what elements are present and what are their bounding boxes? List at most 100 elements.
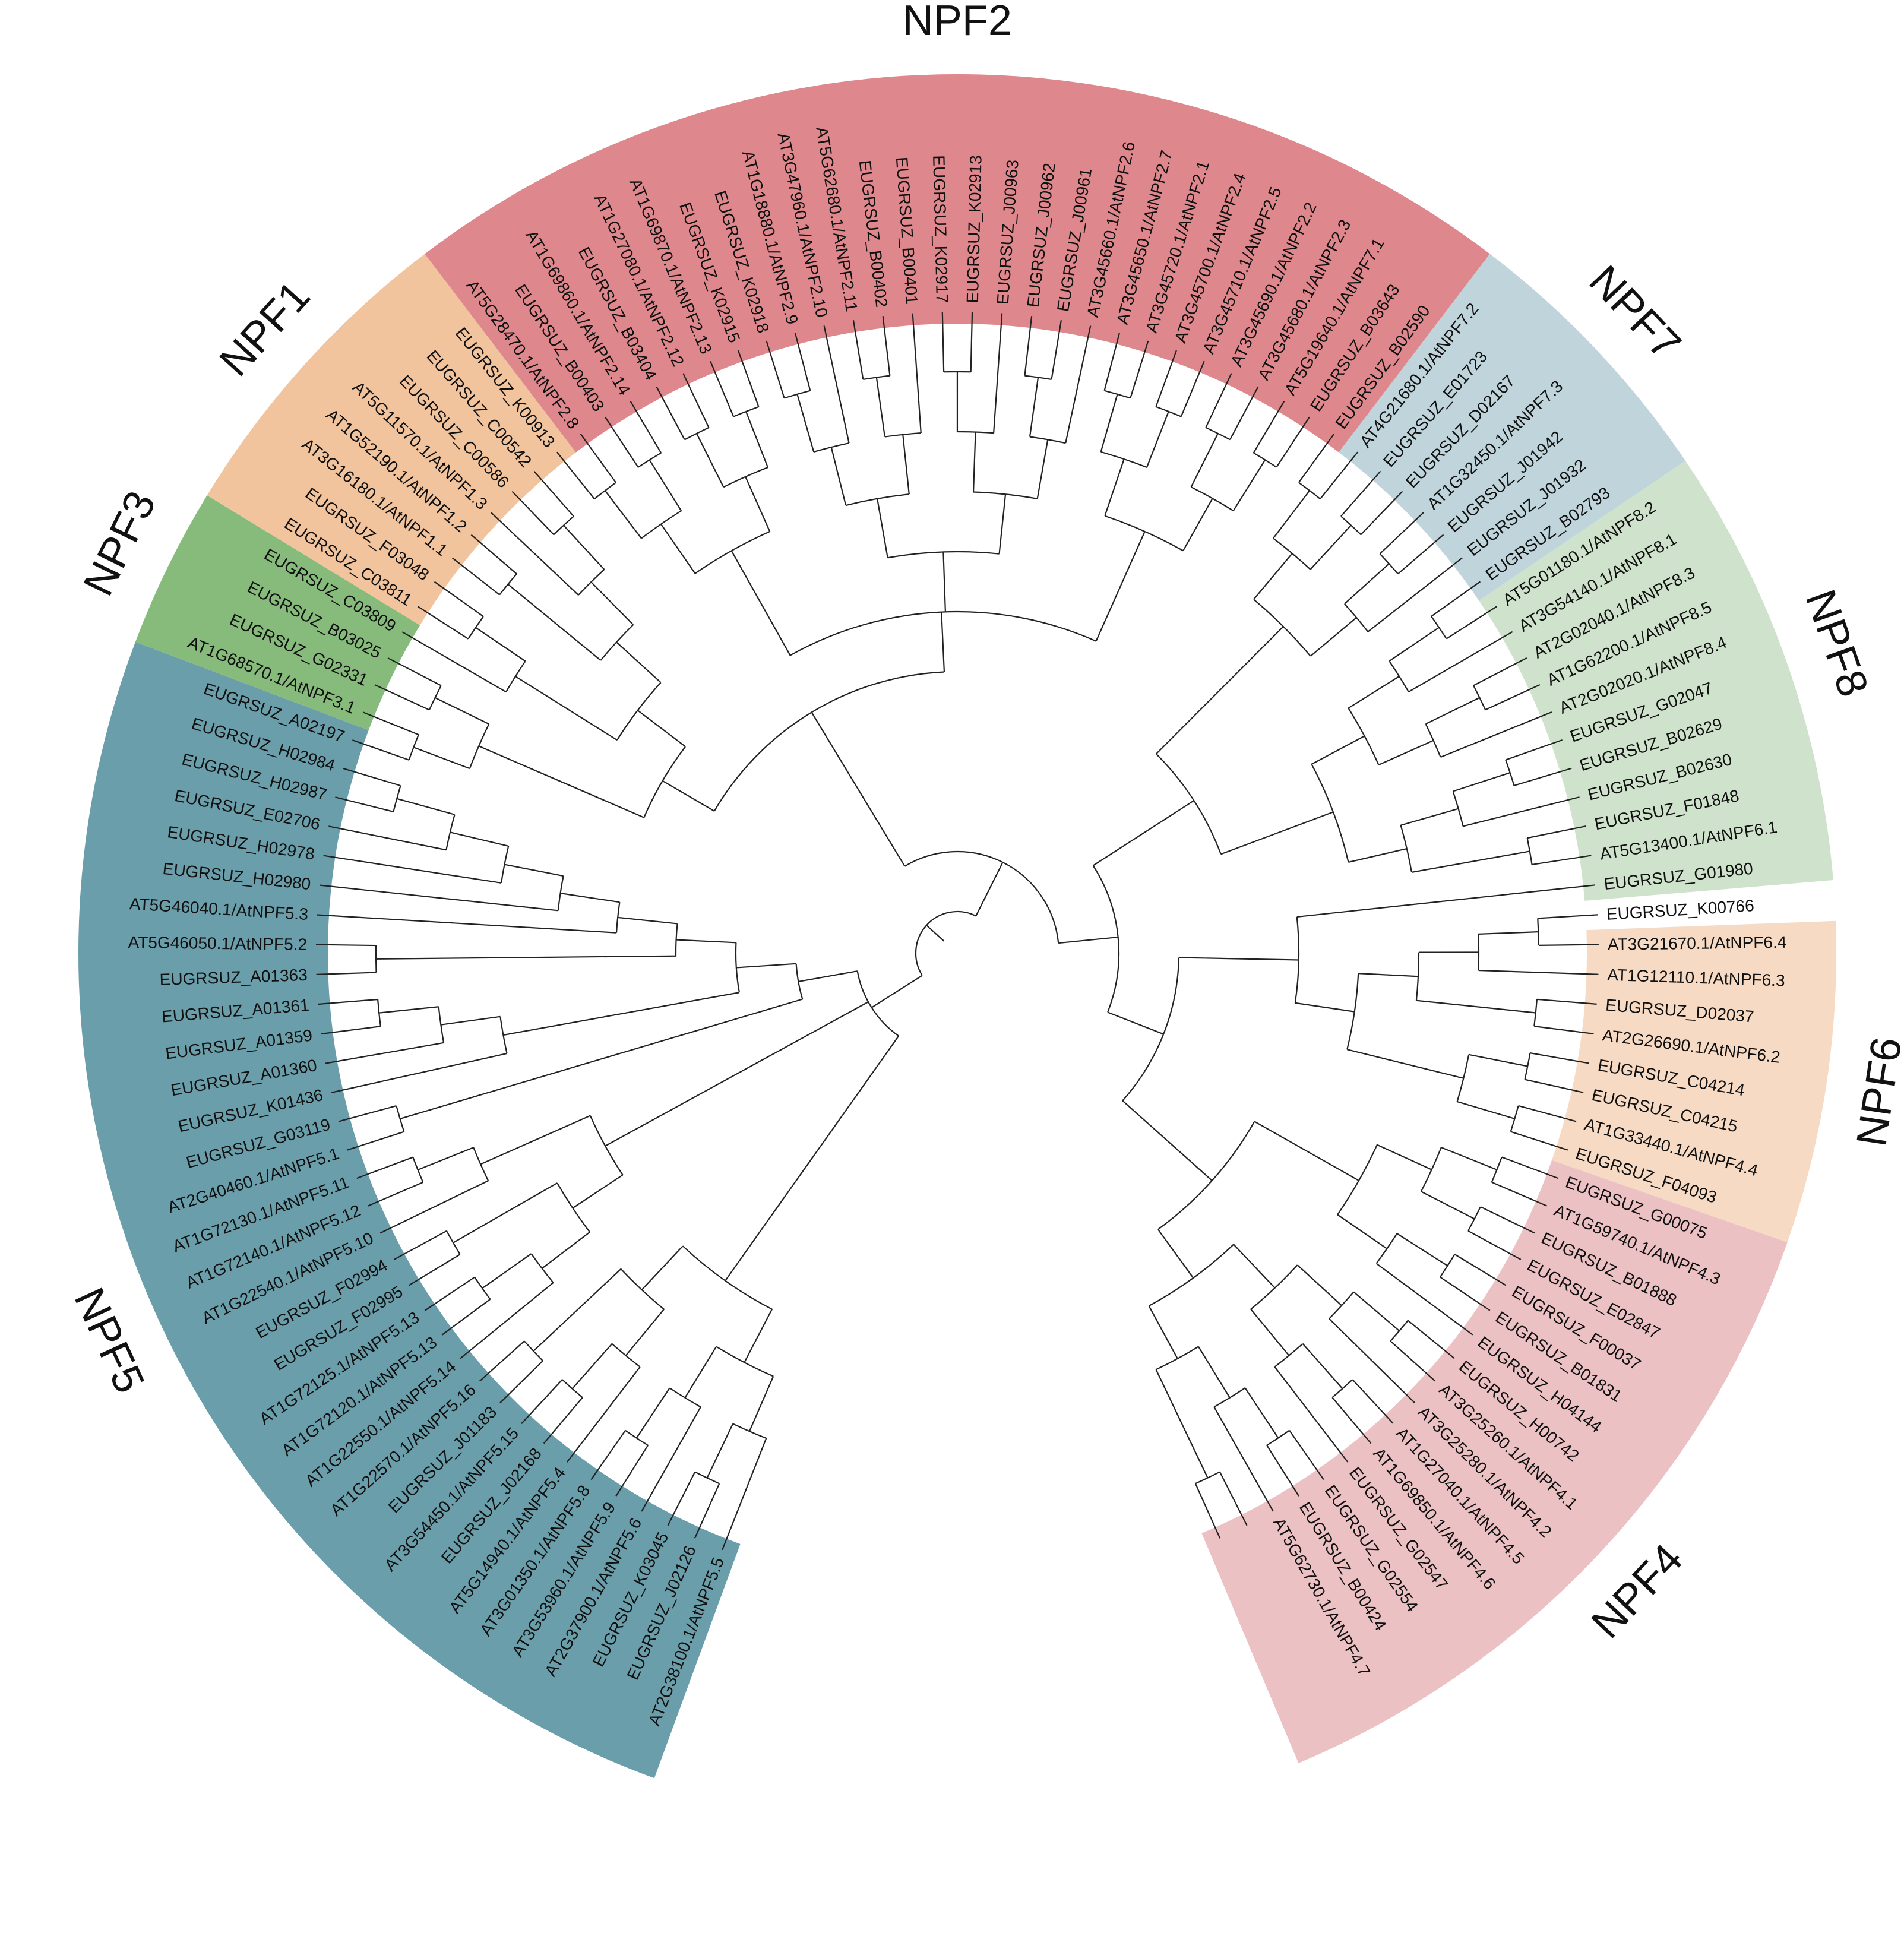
branch-163 — [941, 312, 945, 372]
branch-172 — [1029, 377, 1039, 437]
branch-107 — [475, 627, 526, 662]
branch-182 — [1130, 340, 1149, 398]
branch-9 — [641, 1406, 701, 1512]
branch-170 — [1051, 320, 1062, 380]
branch-267 — [1478, 931, 1539, 935]
branch-arc-38 — [446, 1230, 461, 1255]
branch-146 — [745, 476, 771, 532]
branch-239 — [1440, 711, 1552, 758]
branch-arc-174 — [1029, 436, 1066, 444]
branch-329 — [1244, 1387, 1279, 1439]
branch-251 — [1532, 855, 1592, 866]
branch-244 — [1505, 739, 1563, 761]
branch-293 — [1501, 1156, 1558, 1179]
branch-78 — [317, 914, 617, 934]
branch-204 — [1095, 531, 1146, 642]
branch-arc-249 — [1452, 791, 1464, 827]
branch-arc-156 — [863, 375, 890, 381]
branch-317 — [1352, 1379, 1394, 1424]
clade-color-bands — [78, 74, 1836, 1779]
branch-288 — [1296, 884, 1596, 918]
branch-299 — [1441, 1147, 1497, 1170]
branch-30 — [441, 1298, 491, 1336]
branch-158 — [912, 313, 922, 434]
branch-212 — [1340, 470, 1381, 517]
branch-110 — [470, 534, 517, 575]
branch-88 — [736, 963, 796, 969]
branch-312 — [1390, 1340, 1436, 1382]
branch-271 — [1534, 1026, 1594, 1034]
branch-137 — [682, 373, 710, 428]
branch-63 — [316, 972, 377, 976]
branch-324 — [1250, 1308, 1290, 1356]
branch-60 — [331, 1052, 507, 1093]
branch-259 — [1276, 811, 1334, 834]
branch-274 — [1416, 999, 1536, 1014]
branch-245 — [1514, 767, 1572, 786]
branch-76 — [504, 863, 564, 877]
branch-arc-2 — [694, 1471, 720, 1485]
branch-353 — [1058, 936, 1118, 944]
branch-152 — [823, 325, 850, 444]
branch-330 — [1213, 1406, 1274, 1512]
branch-221 — [1344, 563, 1390, 605]
branch-arc-316 — [1329, 1291, 1355, 1320]
branch-arc-50 — [589, 1115, 624, 1176]
branch-arc-68 — [393, 785, 401, 812]
branch-262 — [1220, 832, 1277, 855]
branch-0 — [694, 1483, 720, 1539]
clade-band-npf7 — [1339, 254, 1686, 601]
branch-148 — [766, 340, 785, 398]
branch-19 — [571, 1343, 613, 1390]
branch-175 — [972, 432, 976, 492]
branch-100 — [413, 746, 470, 770]
branch-315 — [1329, 1318, 1415, 1403]
branch-346 — [1178, 957, 1239, 960]
branch-arc-298 — [1467, 1206, 1481, 1232]
branch-118 — [507, 583, 602, 661]
branch-155 — [882, 316, 891, 376]
branch-39 — [541, 1231, 590, 1269]
clade-label-npf5: NPF5 — [65, 1281, 153, 1400]
branch-248 — [1463, 796, 1580, 827]
branch-185 — [1180, 360, 1205, 417]
branch-305 — [1396, 1233, 1448, 1267]
clade-band-npf5 — [78, 641, 741, 1779]
branch-116 — [563, 524, 605, 570]
branch-203 — [942, 552, 947, 612]
branch-160 — [830, 447, 847, 506]
branch-339 — [1148, 1305, 1178, 1359]
branch-54 — [321, 1026, 381, 1035]
leaf-label: AT3G21670.1/AtNPF6.4 — [1608, 933, 1787, 954]
branch-arc-354 — [904, 850, 1059, 944]
clade-band-npf4 — [1201, 1160, 1788, 1763]
branch-169 — [1024, 316, 1033, 376]
branch-151 — [796, 394, 815, 453]
branch-arc-231 — [1431, 616, 1447, 640]
branch-256 — [1311, 735, 1365, 765]
branch-355 — [871, 975, 923, 1008]
branch-261 — [1156, 668, 1242, 755]
branch-46 — [418, 1147, 474, 1170]
branch-84 — [503, 992, 740, 1036]
branch-122 — [616, 641, 662, 684]
branch-arc-266 — [1537, 918, 1540, 945]
branch-45 — [379, 1180, 489, 1234]
branch-350 — [1107, 1011, 1164, 1035]
branch-230 — [1446, 606, 1498, 640]
branch-233 — [1408, 631, 1513, 693]
branch-arc-272 — [1533, 999, 1538, 1027]
branch-arc-23 — [524, 1340, 543, 1362]
branch-303 — [1440, 1276, 1491, 1311]
branch-154 — [852, 320, 864, 380]
branch-arc-132 — [637, 452, 662, 468]
branch-176 — [1036, 439, 1049, 499]
branch-136 — [656, 386, 685, 440]
branch-140 — [737, 350, 760, 407]
branch-276 — [1530, 1052, 1590, 1064]
branch-arc-5 — [732, 1423, 767, 1439]
branch-66 — [335, 796, 394, 812]
branch-139 — [710, 360, 735, 417]
branch-131 — [630, 401, 662, 454]
branch-arc-141 — [733, 406, 759, 417]
